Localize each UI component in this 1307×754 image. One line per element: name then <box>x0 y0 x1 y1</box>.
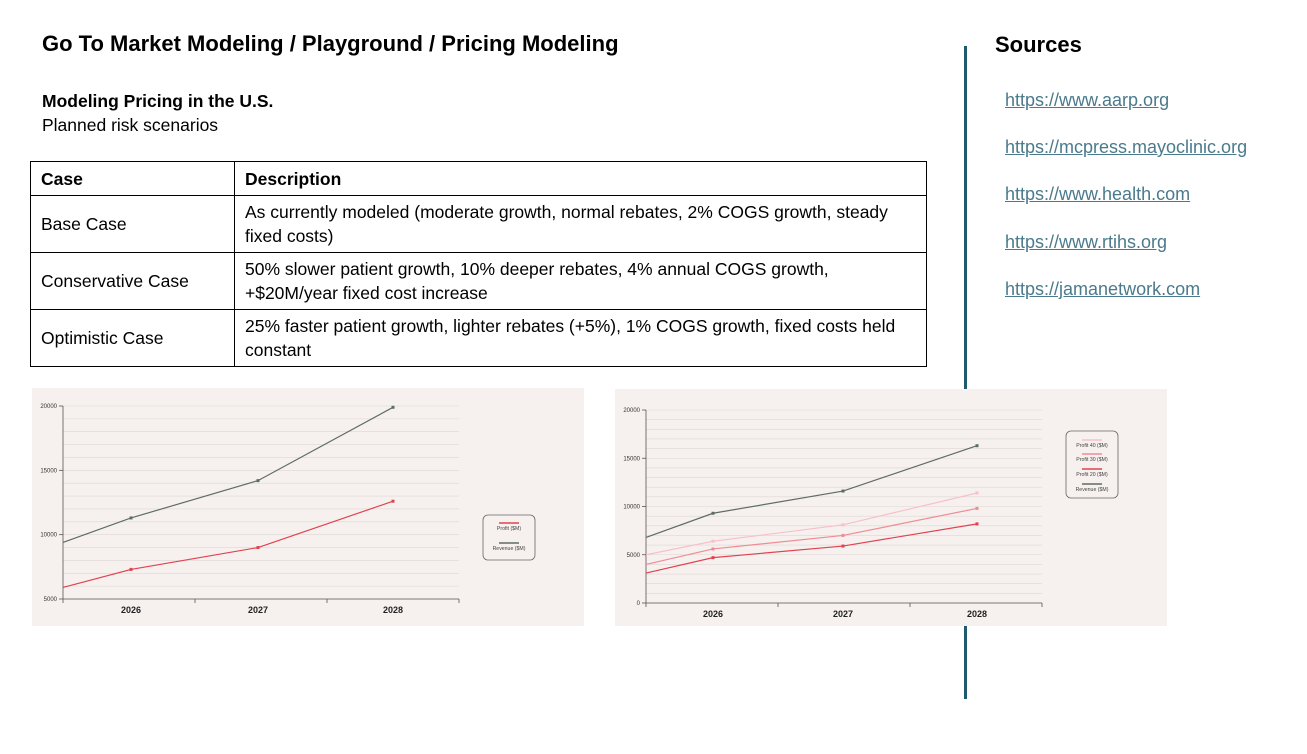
x-tick-label: 2027 <box>248 605 268 615</box>
legend-label: Profit 30 ($M) <box>1076 457 1108 463</box>
section-title: Modeling Pricing in the U.S. <box>42 91 274 111</box>
scenario-chart-svg: 0 5000 10000 15000 20000 2026 2027 2028 Profit 4… <box>623 408 1119 619</box>
data-point <box>129 567 133 571</box>
x-tick-label: 2026 <box>121 605 141 615</box>
y-tick-label: 10000 <box>40 533 57 539</box>
base-case-chart-svg: 5000 10000 15000 20000 2026 2027 2028 Profit ($… <box>40 404 536 615</box>
data-point <box>841 533 845 537</box>
source-link-rtihs[interactable]: https://www.rtihs.org <box>1005 232 1168 252</box>
series-line <box>645 445 978 538</box>
data-point <box>711 547 715 551</box>
data-point <box>975 522 979 526</box>
data-point <box>975 444 979 448</box>
table-header-row: Case Description <box>30 161 927 196</box>
breadcrumb: Go To Market Modeling / Playground / Pri… <box>42 31 619 56</box>
data-point <box>711 539 715 543</box>
data-point <box>975 491 979 495</box>
y-tick-label: 20000 <box>40 404 57 410</box>
scenario-chart: 0 5000 10000 15000 20000 2026 2027 2028 Profit 4… <box>615 389 1167 626</box>
table-row: Base Case As currently modeled (moderate… <box>30 195 927 253</box>
vertical-divider <box>964 46 967 699</box>
case-cell: Base Case <box>30 195 235 253</box>
source-link-mayoclinic[interactable]: https://mcpress.mayoclinic.org <box>1005 137 1248 157</box>
data-point <box>711 556 715 560</box>
legend-label: Profit 40 ($M) <box>1076 443 1108 449</box>
table-row: Conservative Case 50% slower patient gro… <box>30 252 927 310</box>
data-point <box>841 544 845 548</box>
y-tick-label: 20000 <box>623 408 640 414</box>
legend-label: Revenue ($M) <box>1076 487 1109 493</box>
x-tick-label: 2027 <box>833 609 853 619</box>
chart-legend: Profit ($M) Revenue ($M) <box>482 514 536 561</box>
legend-box <box>1065 430 1119 499</box>
source-link-jamanetwork[interactable]: https://jamanetwork.com <box>1005 279 1201 299</box>
series-line <box>645 523 978 574</box>
data-point <box>841 489 845 493</box>
series-line <box>62 500 394 588</box>
data-point <box>841 523 845 527</box>
case-cell: Optimistic Case <box>30 309 235 367</box>
legend-label: Profit 20 ($M) <box>1076 472 1108 478</box>
series-line <box>645 492 978 556</box>
x-tick-label: 2028 <box>383 605 403 615</box>
y-tick-label: 0 <box>637 601 641 607</box>
legend-label: Profit ($M) <box>497 526 521 532</box>
column-header-case: Case <box>30 161 235 196</box>
case-cell: Conservative Case <box>30 252 235 310</box>
data-point <box>975 506 979 510</box>
y-tick-label: 15000 <box>40 468 57 474</box>
table-row: Optimistic Case 25% faster patient growt… <box>30 309 927 367</box>
source-link-aarp[interactable]: https://www.aarp.org <box>1005 90 1170 110</box>
data-point <box>256 546 260 550</box>
legend-box <box>482 514 536 561</box>
legend-label: Revenue ($M) <box>493 546 526 552</box>
description-cell: As currently modeled (moderate growth, n… <box>234 195 927 253</box>
y-tick-label: 15000 <box>623 456 640 462</box>
x-tick-label: 2028 <box>967 609 987 619</box>
sources-title: Sources <box>995 32 1082 57</box>
data-point <box>391 405 395 409</box>
y-tick-label: 5000 <box>44 597 58 603</box>
data-point <box>129 516 133 520</box>
description-cell: 50% slower patient growth, 10% deeper re… <box>234 252 927 310</box>
data-point <box>711 511 715 515</box>
description-cell: 25% faster patient growth, lighter rebat… <box>234 309 927 367</box>
chart-legend: Profit 40 ($M) Profit 30 ($M) Profit 20 ($… <box>1065 430 1119 499</box>
data-point <box>256 479 260 483</box>
source-link-health[interactable]: https://www.health.com <box>1005 184 1191 204</box>
y-tick-label: 5000 <box>627 553 641 559</box>
data-point <box>391 499 395 503</box>
scenario-table: Case Description Base Case As currently … <box>30 161 927 367</box>
series-line <box>62 406 394 543</box>
column-header-description: Description <box>234 161 927 196</box>
series-line <box>645 507 978 565</box>
x-tick-label: 2026 <box>703 609 723 619</box>
base-case-chart: 5000 10000 15000 20000 2026 2027 2028 Profit ($… <box>32 388 584 626</box>
section-subtitle: Planned risk scenarios <box>42 115 219 135</box>
y-tick-label: 10000 <box>623 505 640 511</box>
